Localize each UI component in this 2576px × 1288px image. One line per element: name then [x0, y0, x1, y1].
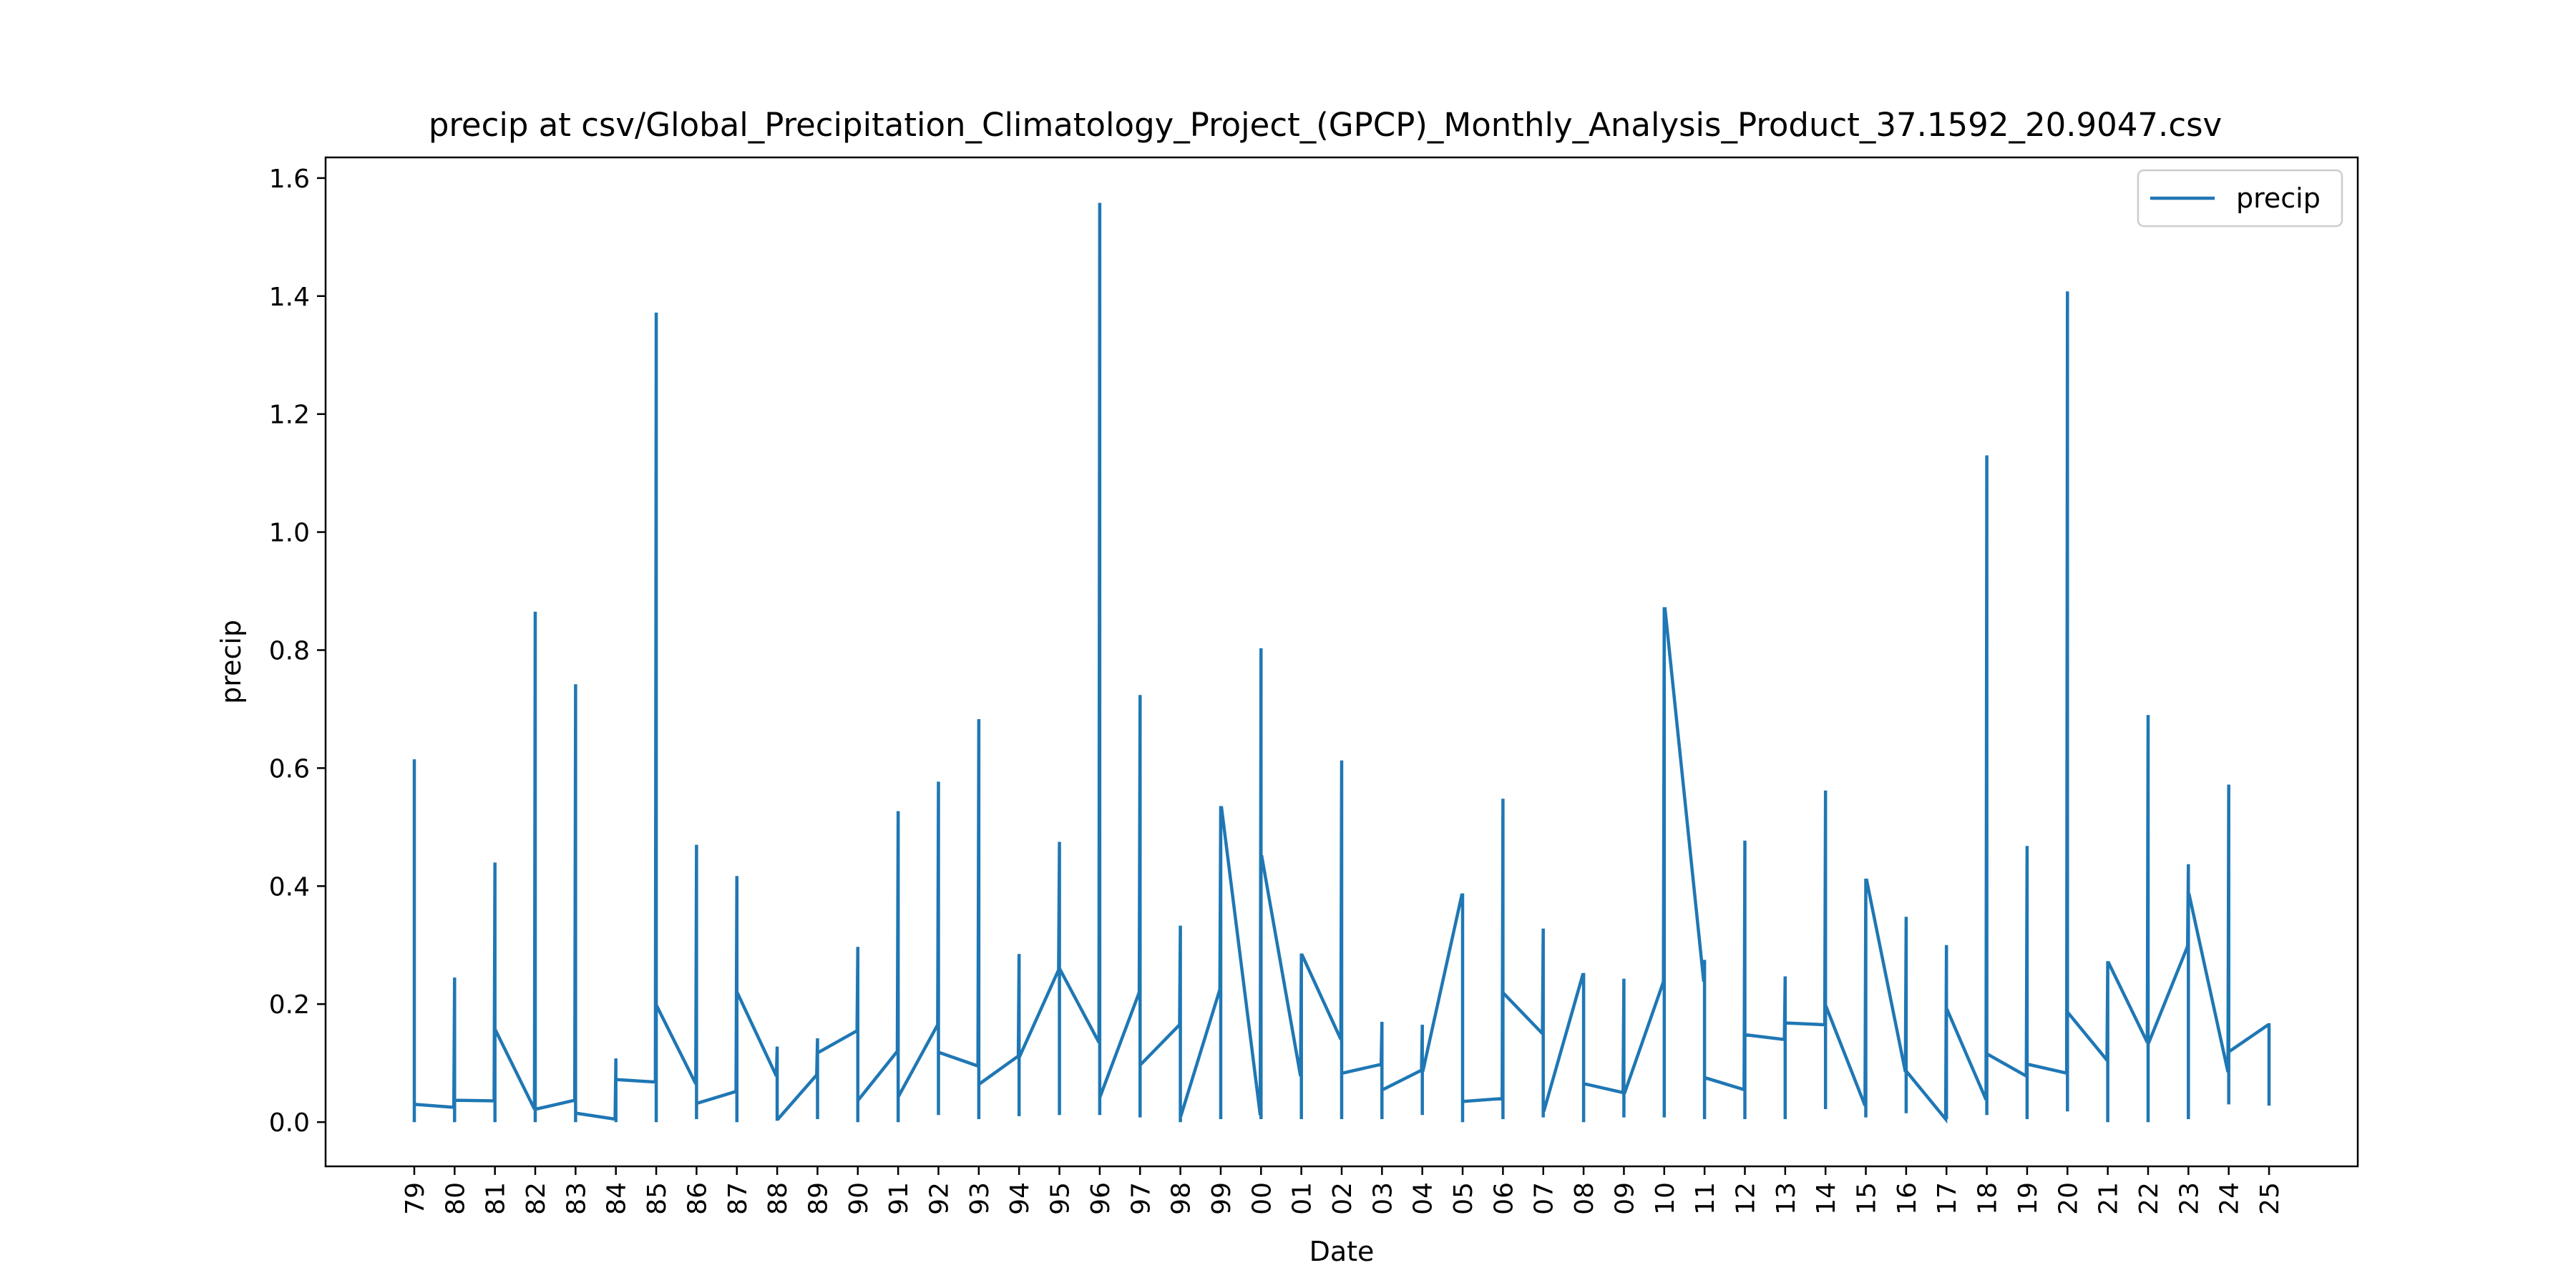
chart-title: precip at csv/Global_Precipitation_Clima… [429, 106, 2222, 144]
x-tick-label: 05 [1449, 1182, 1478, 1215]
y-tick-label: 0.0 [269, 1108, 310, 1138]
x-tick-label: 84 [602, 1182, 632, 1215]
x-tick-label: 09 [1610, 1182, 1639, 1215]
x-tick-label: 87 [723, 1182, 753, 1215]
y-tick-label: 0.8 [269, 637, 310, 666]
legend-label-precip: precip [2236, 182, 2321, 214]
x-tick-label: 12 [1732, 1182, 1761, 1215]
x-tick-label: 17 [1933, 1182, 1962, 1215]
x-tick-label: 99 [1207, 1182, 1236, 1215]
x-tick-label: 88 [763, 1182, 793, 1215]
x-tick-label: 83 [562, 1182, 591, 1215]
y-tick-label: 1.2 [269, 401, 310, 430]
x-tick-label: 18 [1974, 1182, 2003, 1215]
legend: precip [2137, 169, 2343, 228]
y-axis-title: precip [215, 620, 247, 704]
x-tick-label: 01 [1288, 1182, 1317, 1215]
x-tick-label: 08 [1570, 1182, 1599, 1215]
legend-box [2137, 169, 2343, 228]
x-tick-label: 20 [2054, 1182, 2083, 1215]
x-tick-label: 07 [1530, 1182, 1559, 1215]
x-tick-label: 89 [804, 1182, 834, 1215]
x-tick-label: 10 [1651, 1182, 1680, 1215]
x-tick-label: 80 [441, 1182, 470, 1215]
x-tick-label: 14 [1812, 1182, 1841, 1215]
x-tick-label: 86 [683, 1182, 712, 1215]
y-tick-label: 0.2 [269, 990, 310, 1020]
x-tick-label: 79 [401, 1182, 430, 1215]
x-tick-label: 98 [1167, 1182, 1196, 1215]
x-tick-label: 00 [1247, 1182, 1277, 1215]
x-tick-label: 13 [1772, 1182, 1801, 1215]
x-tick-label: 90 [844, 1182, 874, 1215]
x-tick-label: 02 [1328, 1182, 1357, 1215]
x-tick-label: 25 [2255, 1182, 2285, 1215]
x-tick-label: 23 [2175, 1182, 2204, 1215]
x-tick-label: 24 [2215, 1182, 2245, 1215]
y-tick-label: 0.4 [269, 872, 310, 902]
x-tick-label: 22 [2135, 1182, 2164, 1215]
x-tick-label: 93 [965, 1182, 995, 1215]
x-tick-label: 85 [643, 1182, 672, 1215]
x-tick-label: 11 [1691, 1182, 1720, 1215]
plot-area [412, 203, 2271, 1124]
x-tick-label: 06 [1489, 1182, 1518, 1215]
x-tick-label: 91 [884, 1182, 914, 1215]
x-tick-label: 16 [1893, 1182, 1922, 1215]
x-tick-label: 96 [1086, 1182, 1116, 1215]
x-tick-label: 19 [2014, 1182, 2043, 1215]
x-axis: 79 80 81 82 83 84 85 86 87 88 89 90 91 92 93 94 95 96 97 98… [401, 1166, 2285, 1215]
y-tick-label: 0.6 [269, 754, 310, 784]
x-tick-label: 92 [925, 1182, 955, 1215]
x-tick-label: 97 [1126, 1182, 1156, 1215]
x-tick-label: 81 [482, 1182, 511, 1215]
y-tick-label: 1.6 [269, 165, 310, 194]
x-tick-label: 94 [1005, 1182, 1035, 1215]
x-tick-label: 95 [1046, 1182, 1075, 1215]
y-axis: 0.0 0.2 0.4 0.6 0.8 1.0 1.2 1.4 1.6 [269, 165, 326, 1138]
x-tick-label: 04 [1409, 1182, 1438, 1215]
y-tick-label: 1.4 [269, 283, 310, 312]
y-tick-label: 1.0 [269, 519, 310, 548]
x-tick-label: 03 [1368, 1182, 1397, 1215]
x-tick-label: 21 [2094, 1182, 2124, 1215]
x-tick-label: 15 [1853, 1182, 1882, 1215]
x-axis-title: Date [1309, 1236, 1375, 1267]
series-line-precip [412, 203, 2271, 1124]
x-tick-label: 82 [522, 1182, 551, 1215]
